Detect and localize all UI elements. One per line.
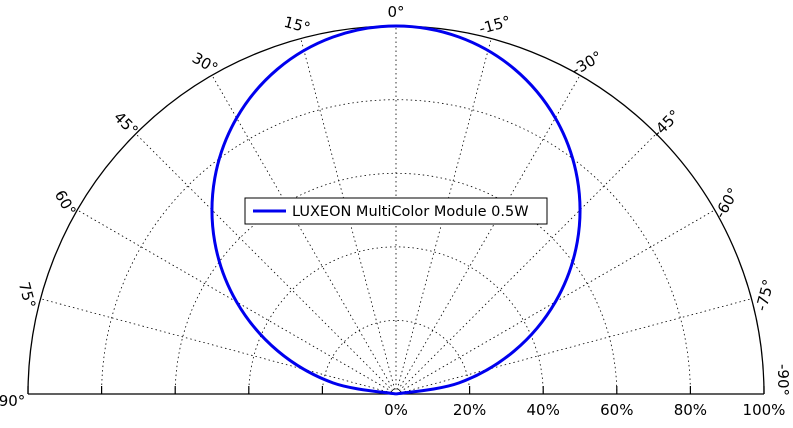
grid-arc <box>248 246 544 395</box>
legend-box <box>244 197 548 225</box>
radial-tick-label: 40% <box>527 401 560 419</box>
grid-spoke <box>395 75 581 395</box>
legend-label: LUXEON MultiColor Module 0.5W <box>292 204 529 220</box>
grid-spoke <box>135 133 397 395</box>
radial-tick-label: 80% <box>674 401 707 419</box>
angle-tick-label: 15° <box>282 13 312 37</box>
angle-tick-label: 45° <box>110 108 142 140</box>
radial-tick-label: 60% <box>600 401 633 419</box>
angle-tick-label: -60° <box>711 185 743 222</box>
angle-tick-label: 75° <box>15 280 39 310</box>
angle-tick-label: -30° <box>569 47 606 79</box>
grid-spoke <box>395 298 752 395</box>
grid-spoke <box>40 298 397 395</box>
angle-tick-label: 0° <box>387 3 404 21</box>
legend: LUXEON MultiColor Module 0.5W <box>244 197 548 225</box>
angle-tick-label: -45° <box>648 106 683 141</box>
angle-tick-label: 90° <box>0 392 25 410</box>
angle-tick-label: -15° <box>477 12 513 38</box>
radial-tick-label: 100% <box>743 401 786 419</box>
grid-arc <box>101 99 691 395</box>
grid-spoke <box>211 75 397 395</box>
grid-spoke <box>77 209 397 395</box>
radial-tick-label: 20% <box>453 401 486 419</box>
angle-tick-label: -90° <box>774 364 792 396</box>
grid-spoke <box>395 38 492 395</box>
grid-spoke <box>395 209 715 395</box>
radial-tick-label: 0% <box>384 401 408 419</box>
grid-spoke <box>300 38 397 395</box>
series-line <box>210 24 582 396</box>
series-layer <box>210 24 582 396</box>
grid-spoke <box>395 133 657 395</box>
angle-tick-label: -75° <box>752 277 778 313</box>
grid <box>40 26 752 395</box>
